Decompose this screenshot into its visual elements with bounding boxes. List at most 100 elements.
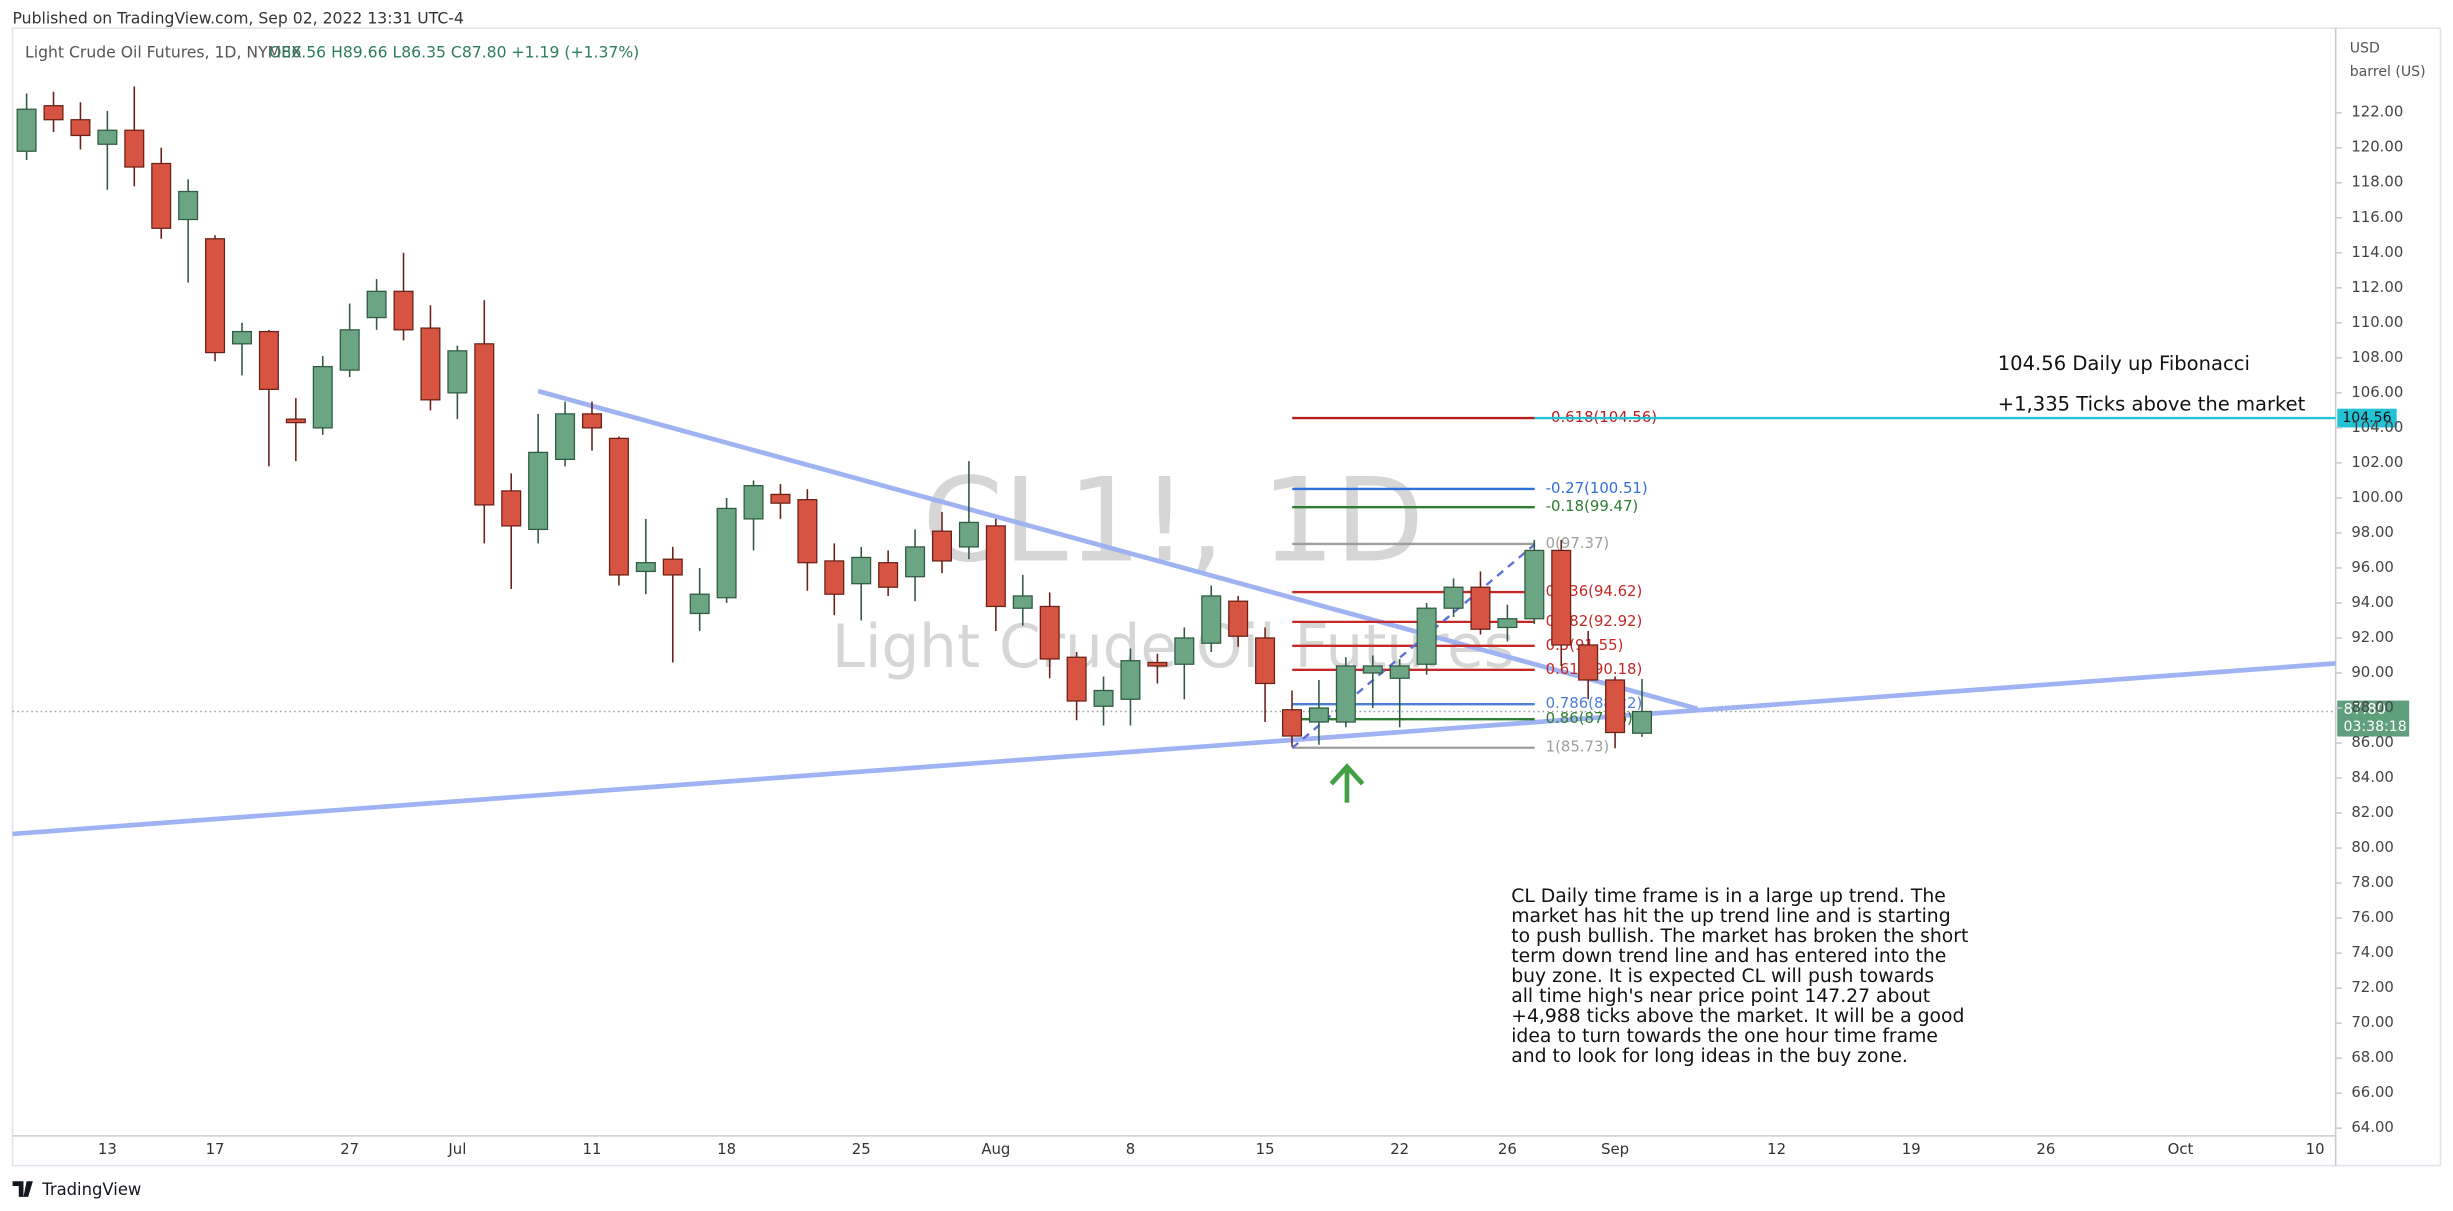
x-tick-label: Jul: [447, 1140, 466, 1158]
x-tick-label: 26: [1498, 1140, 1517, 1158]
y-tick-label: 74.00: [2351, 943, 2394, 961]
x-tick-label: 15: [1256, 1140, 1275, 1158]
y-tick-label: 68.00: [2351, 1048, 2394, 1066]
candle-body: [447, 350, 468, 394]
candle-body: [905, 546, 926, 578]
x-tick-label: 27: [340, 1140, 359, 1158]
candle-body: [258, 330, 279, 390]
candle-body: [231, 330, 252, 345]
annotation: +1,335 Ticks above the market: [1998, 393, 2306, 416]
y-tick-label: 102.00: [2351, 453, 2403, 471]
x-tick-label: 8: [1126, 1140, 1135, 1158]
candle-body: [393, 290, 414, 331]
y-tick-label: 96.00: [2351, 558, 2394, 576]
y-tick-label: 100.00: [2351, 488, 2403, 506]
candle-body: [1039, 605, 1060, 660]
candle-body: [16, 108, 37, 152]
candle-body: [555, 413, 576, 461]
candle-body: [474, 343, 495, 506]
x-tick-label: 25: [852, 1140, 871, 1158]
price-tag: [2337, 408, 2397, 428]
note-line: market has hit the up trend line and is …: [1511, 906, 1950, 927]
ohlc-label: O86.56 H89.66 L86.35 C87.80 +1.19 (+1.37…: [269, 43, 639, 62]
candle-body: [824, 560, 845, 595]
candles: [16, 86, 1653, 749]
price-tag: [2337, 700, 2410, 737]
note-line: and to look for long ideas in the buy zo…: [1511, 1046, 1908, 1067]
y-tick-label: 108.00: [2351, 348, 2403, 366]
candle-body: [124, 129, 145, 168]
note-line: +4,988 ticks above the market. It will b…: [1511, 1006, 1964, 1027]
y-tick-label: 70.00: [2351, 1013, 2394, 1031]
candle-body: [581, 413, 603, 429]
candle-body: [97, 129, 118, 145]
up-trend-line: [12, 661, 2336, 837]
candle-body: [151, 162, 172, 229]
candle-body: [985, 525, 1006, 608]
x-tick-label: 19: [1902, 1140, 1921, 1158]
price-tag-label: 104.56: [2342, 410, 2391, 426]
candle-body: [1120, 660, 1141, 700]
candle-body: [743, 485, 764, 520]
x-tick-label: Sep: [1601, 1140, 1629, 1158]
down-trend-line: [537, 388, 1699, 712]
candle-body: [1174, 637, 1195, 665]
x-tick-label: 10: [2306, 1140, 2325, 1158]
note-line: CL Daily time frame is in a large up tre…: [1511, 886, 1946, 907]
candle-body: [1389, 665, 1410, 679]
x-tick-label: 17: [206, 1140, 225, 1158]
note-line: buy zone. It is expected CL will push to…: [1511, 966, 1934, 987]
y-tick-label: 92.00: [2351, 628, 2394, 646]
candle-body: [635, 562, 656, 573]
candle-body: [420, 327, 441, 401]
candle-body: [1147, 661, 1168, 667]
candle-body: [1362, 665, 1383, 674]
candle-body: [662, 558, 683, 576]
y-tick-label: 104.00: [2351, 418, 2403, 436]
candle-body: [1551, 549, 1572, 646]
candle-body: [1605, 679, 1626, 734]
candle-body: [1335, 665, 1356, 723]
arrow-head: [1329, 763, 1365, 786]
y-tick-label: 116.00: [2351, 208, 2403, 226]
candle-body: [312, 365, 333, 429]
y-tick-label: 88.00: [2351, 698, 2394, 716]
candle-body: [797, 499, 818, 564]
candle-body: [1228, 600, 1249, 637]
y-tick-label: 122.00: [2351, 103, 2403, 121]
candle-body: [851, 556, 872, 585]
candle-body: [366, 290, 387, 319]
candle-body: [689, 593, 710, 615]
note-line: idea to turn towards the one hour time f…: [1511, 1026, 1938, 1047]
fib-label: -0.18(99.47): [1546, 497, 1639, 515]
x-tick-label: Aug: [981, 1140, 1010, 1158]
y-tick-label: 66.00: [2351, 1083, 2394, 1101]
fib-label: 1(85.73): [1546, 738, 1610, 756]
footer-logo: TradingView: [12, 1180, 141, 1199]
countdown-label: 03:38:18: [2343, 719, 2406, 735]
x-tick-label: 18: [717, 1140, 736, 1158]
candle-body: [1201, 595, 1222, 644]
candle-body: [70, 119, 91, 137]
logo-icon: [12, 1181, 33, 1197]
y-tick-label: 80.00: [2351, 838, 2394, 856]
chart-frame: [11, 27, 2442, 1167]
candle-body: [205, 238, 226, 354]
y-tick-label: 112.00: [2351, 278, 2403, 296]
y-tick-label: 76.00: [2351, 908, 2394, 926]
annotation: 104.56 Daily up Fibonacci: [1998, 352, 2250, 375]
candle-body: [878, 562, 899, 588]
x-tick-label: 13: [98, 1140, 117, 1158]
note-line: term down trend line and has entered int…: [1511, 946, 1946, 967]
candle-body: [1470, 586, 1491, 630]
y-tick-label: 84.00: [2351, 768, 2394, 786]
y-tick-label: 106.00: [2351, 383, 2403, 401]
candle-body: [1631, 710, 1653, 734]
fib-label: 0(97.37): [1546, 534, 1610, 552]
candle-body: [1093, 689, 1114, 707]
x-tick-label: 12: [1767, 1140, 1786, 1158]
candle-body: [1578, 644, 1599, 681]
note-line: all time high's near price point 147.27 …: [1511, 986, 1930, 1007]
